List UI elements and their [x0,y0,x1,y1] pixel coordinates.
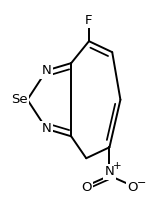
Text: O: O [81,181,92,194]
Text: N: N [105,166,114,178]
Text: O: O [128,181,138,194]
Text: F: F [85,14,93,27]
Text: −: − [137,178,146,188]
Text: N: N [42,64,51,77]
Text: N: N [42,123,51,135]
Text: +: + [113,162,122,171]
Text: Se: Se [11,93,27,106]
